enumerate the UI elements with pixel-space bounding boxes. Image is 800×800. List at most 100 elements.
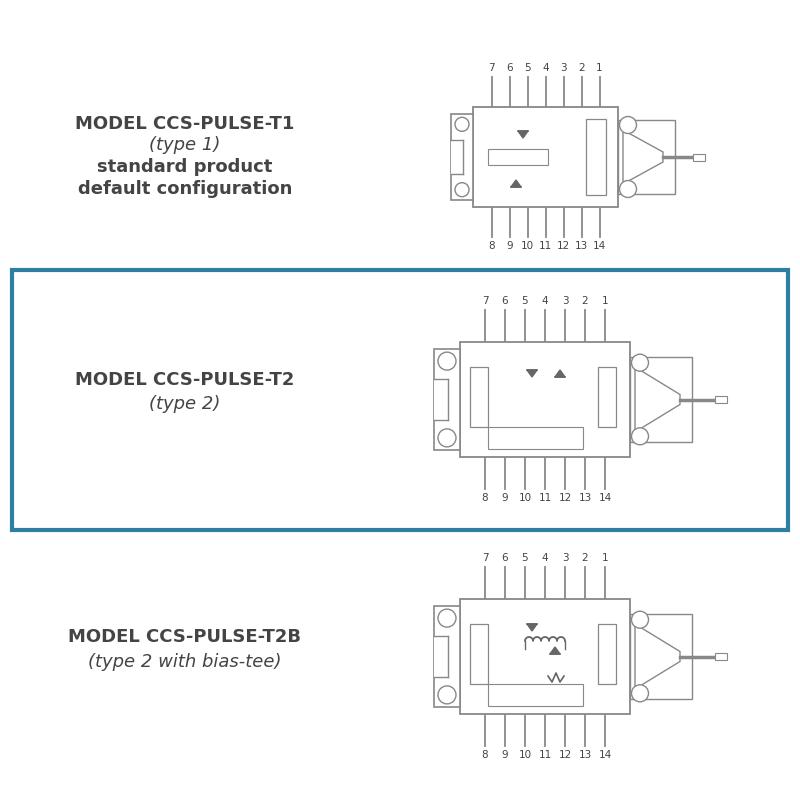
Text: LASER: LASER	[550, 385, 570, 390]
Bar	[434, 636, 448, 677]
Text: TEC: TEC	[594, 145, 598, 157]
Bar	[715, 396, 727, 403]
Text: 4: 4	[542, 63, 549, 73]
Text: 2: 2	[582, 553, 588, 563]
Text: 2: 2	[578, 63, 585, 73]
Text: DIODE: DIODE	[522, 384, 542, 389]
Text: 7: 7	[482, 553, 488, 563]
Bar	[470, 367, 488, 427]
Text: 4: 4	[542, 553, 548, 563]
Bar	[460, 599, 630, 714]
Polygon shape	[550, 647, 560, 654]
Text: (type 2): (type 2)	[150, 395, 221, 413]
Bar	[693, 154, 705, 161]
Text: 1: 1	[596, 63, 603, 73]
Bar	[586, 119, 606, 195]
Circle shape	[631, 428, 649, 445]
Circle shape	[619, 181, 637, 198]
Text: 14: 14	[598, 750, 612, 760]
Text: DIODE: DIODE	[522, 638, 542, 643]
Text: 1: 1	[602, 553, 608, 563]
Circle shape	[455, 118, 469, 131]
Text: 11: 11	[538, 493, 552, 503]
Text: 6: 6	[502, 296, 508, 306]
Text: 11: 11	[539, 241, 552, 251]
Circle shape	[455, 182, 469, 197]
Polygon shape	[635, 367, 680, 432]
Bar	[598, 624, 616, 684]
Bar	[451, 140, 463, 174]
Text: MODEL CCS-PULSE-T2: MODEL CCS-PULSE-T2	[75, 371, 294, 389]
Text: DIODE: DIODE	[550, 391, 570, 396]
Bar	[434, 606, 460, 707]
Text: DIODE: DIODE	[546, 668, 565, 673]
Text: + TEC +: + TEC +	[477, 638, 482, 660]
Text: 14: 14	[593, 241, 606, 251]
Polygon shape	[555, 370, 565, 377]
Circle shape	[631, 354, 649, 371]
Text: LASER: LASER	[506, 168, 526, 173]
Text: 8: 8	[482, 750, 488, 760]
Polygon shape	[518, 131, 528, 138]
Text: THERMISTOR: THERMISTOR	[605, 637, 610, 671]
Text: 1: 1	[602, 296, 608, 306]
Bar	[434, 379, 448, 420]
Text: 3: 3	[562, 296, 568, 306]
Bar	[630, 357, 692, 442]
Text: -: -	[476, 404, 482, 406]
Text: 3: 3	[560, 63, 567, 73]
Text: (type 2 with bias-tee): (type 2 with bias-tee)	[88, 653, 282, 671]
Text: 7: 7	[488, 63, 495, 73]
Text: DIODE: DIODE	[506, 173, 526, 178]
Circle shape	[438, 352, 456, 370]
Polygon shape	[527, 624, 537, 631]
Text: 5: 5	[524, 63, 531, 73]
Text: 13: 13	[578, 493, 592, 503]
Text: 2: 2	[582, 296, 588, 306]
Text: +: +	[591, 156, 601, 162]
Text: 5: 5	[522, 296, 528, 306]
Text: CASE: CASE	[491, 688, 506, 693]
Text: -: -	[476, 661, 482, 663]
Polygon shape	[511, 180, 521, 187]
Text: 8: 8	[488, 241, 495, 251]
Bar	[470, 624, 488, 684]
Text: MONITOR: MONITOR	[518, 632, 546, 637]
Text: CASE: CASE	[491, 431, 506, 436]
Text: THERMISTOR: THERMISTOR	[605, 380, 610, 414]
Bar	[460, 342, 630, 457]
Text: 7: 7	[482, 296, 488, 306]
Circle shape	[619, 117, 637, 134]
Bar	[488, 427, 583, 449]
Bar	[451, 114, 473, 200]
Text: 12: 12	[557, 241, 570, 251]
Text: 11: 11	[538, 750, 552, 760]
Text: 10: 10	[518, 750, 531, 760]
Text: 10: 10	[518, 493, 531, 503]
Polygon shape	[635, 624, 680, 689]
Circle shape	[438, 429, 456, 447]
Bar	[434, 349, 460, 450]
Bar	[12, 270, 788, 530]
Bar	[618, 120, 675, 194]
Text: 12: 12	[558, 750, 572, 760]
Circle shape	[438, 686, 456, 704]
Text: 6: 6	[506, 63, 513, 73]
Text: + TEC +: + TEC +	[477, 381, 482, 403]
Text: THERMISTOR: THERMISTOR	[498, 154, 538, 159]
Text: 13: 13	[575, 241, 588, 251]
Text: 12: 12	[558, 493, 572, 503]
Text: 5: 5	[522, 553, 528, 563]
Bar	[630, 614, 692, 699]
Circle shape	[631, 685, 649, 702]
Text: MODEL CCS-PULSE-T2B: MODEL CCS-PULSE-T2B	[69, 628, 302, 646]
Circle shape	[631, 611, 649, 628]
Text: MODEL CCS-PULSE-T1: MODEL CCS-PULSE-T1	[75, 115, 294, 133]
Text: DIODE: DIODE	[514, 144, 533, 149]
Text: 6: 6	[502, 553, 508, 563]
Text: 9: 9	[502, 493, 508, 503]
Text: 13: 13	[578, 750, 592, 760]
Text: 4: 4	[542, 296, 548, 306]
Text: LASER: LASER	[546, 662, 565, 667]
Text: MONITOR: MONITOR	[518, 378, 546, 383]
